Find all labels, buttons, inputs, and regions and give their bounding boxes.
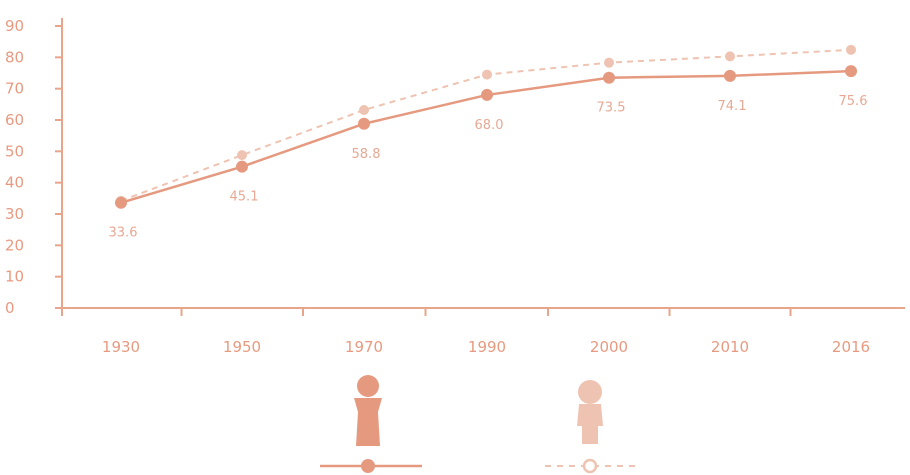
x-tick-label: 2016 [832,338,870,356]
female-data-point [359,104,369,115]
y-tick-label: 40 [5,174,24,192]
male-data-point [481,88,493,101]
y-tick-label: 80 [5,48,24,66]
x-tick-label: 1950 [223,338,261,356]
x-tick-label: 2010 [711,338,749,356]
male-data-label: 68.0 [475,118,504,133]
male-data-point [115,196,127,209]
male-data-label: 75.6 [839,94,868,109]
x-tick-label: 1990 [468,338,506,356]
y-tick-label: 60 [5,111,24,129]
female-legend-marker [582,458,598,474]
y-tick-label: 10 [5,268,24,286]
x-tick-label: 1930 [102,338,140,356]
female-data-point [725,51,735,62]
male-data-label: 33.6 [109,226,138,241]
y-tick-label: 50 [5,142,24,160]
female-figure-body [577,404,603,444]
male-data-label: 73.5 [597,101,626,116]
male-data-label: 45.1 [230,190,259,205]
female-data-point [482,69,492,80]
y-tick-label: 20 [5,236,24,254]
y-tick-label: 30 [5,205,24,223]
female-figure-icon [578,380,602,404]
x-tick-label: 2000 [590,338,628,356]
x-tick-label: 1970 [345,338,383,356]
male-data-point [603,71,615,84]
female-data-point [846,44,856,55]
male-data-label: 58.8 [352,147,381,162]
male-data-point [236,160,248,173]
y-tick-label: 0 [5,299,15,317]
female-data-point [237,150,247,161]
male-figure-icon [357,375,379,397]
male-data-point [845,65,857,78]
male-data-point [724,69,736,82]
male-data-point [358,117,370,130]
female-data-point [604,57,614,68]
y-tick-label: 90 [5,17,24,35]
y-tick-label: 70 [5,80,24,98]
male-data-label: 74.1 [718,99,747,114]
male-legend-marker [361,459,375,473]
male-figure-body [354,398,382,446]
